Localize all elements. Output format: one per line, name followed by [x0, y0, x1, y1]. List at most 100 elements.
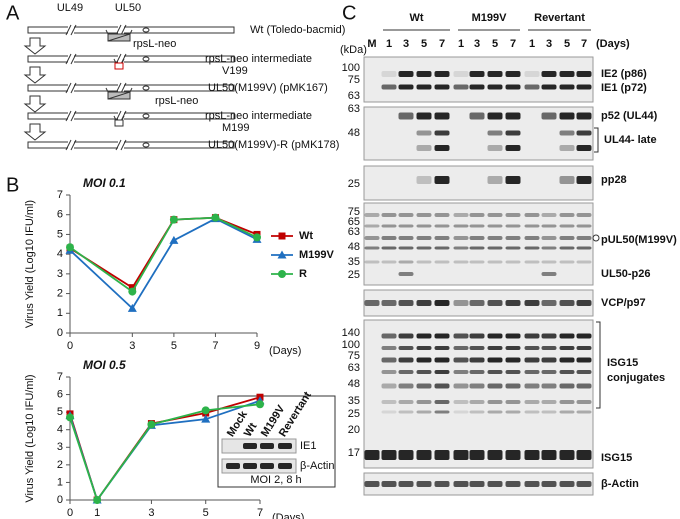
marker — [147, 420, 156, 429]
x-axis-label: (Days) — [272, 512, 304, 519]
x-tick-label: 9 — [254, 340, 260, 352]
band — [524, 71, 540, 77]
lane-label: M — [367, 38, 376, 50]
marker — [127, 303, 137, 312]
band-label: VCP/p97 — [601, 297, 646, 309]
band — [487, 370, 503, 374]
x-tick-label: 7 — [212, 340, 218, 352]
band — [434, 400, 450, 404]
marker-size: 100 — [342, 339, 360, 351]
construct-label: UL50(M199V) (pMK167) — [208, 82, 328, 94]
band — [505, 71, 521, 77]
band — [487, 357, 503, 363]
band — [505, 236, 521, 240]
marker — [169, 215, 178, 224]
marker-size: 48 — [348, 378, 360, 390]
marker-size: 65 — [348, 216, 360, 228]
break-mark — [120, 139, 127, 151]
band — [416, 213, 432, 217]
band — [576, 145, 592, 151]
marker — [211, 213, 220, 222]
blot-strip — [221, 458, 297, 474]
band — [559, 246, 575, 250]
x-tick-label: 5 — [171, 340, 177, 352]
site — [142, 56, 150, 62]
band — [576, 176, 592, 184]
band — [559, 346, 575, 350]
band — [364, 300, 380, 306]
band — [524, 370, 540, 374]
band — [434, 410, 450, 414]
break-gap — [118, 140, 124, 150]
blot — [363, 165, 594, 201]
marker — [93, 496, 102, 504]
construct-label: UL50(M199V)-R (pMK178) — [208, 139, 339, 151]
band — [576, 346, 592, 350]
band-label: ISG15 — [601, 452, 632, 464]
break-mark — [70, 82, 77, 94]
band — [576, 410, 592, 414]
panel-label: A — [6, 2, 20, 24]
band — [487, 481, 503, 487]
band — [541, 300, 557, 306]
x-tick-label: 7 — [257, 507, 263, 519]
lane-label: 7 — [439, 38, 445, 50]
mutation-site — [114, 62, 124, 70]
band — [524, 383, 540, 389]
band — [364, 236, 380, 240]
blot — [363, 202, 594, 286]
band — [416, 300, 432, 306]
band-label: β-Actin — [601, 478, 639, 490]
arrow — [23, 37, 47, 55]
marker-size: 48 — [348, 127, 360, 139]
blot-strip — [221, 438, 297, 454]
band-label: UL44- late — [604, 134, 657, 146]
band — [559, 450, 575, 460]
band — [398, 400, 414, 404]
lane-label: 5 — [492, 38, 498, 50]
marker-size: 75 — [348, 74, 360, 86]
band — [541, 246, 557, 250]
group-label: Wt — [409, 12, 423, 24]
insert-line — [121, 58, 125, 64]
band — [398, 236, 414, 240]
band — [434, 84, 450, 90]
band — [243, 463, 257, 469]
bacmid — [27, 141, 235, 149]
band — [416, 333, 432, 339]
band — [434, 481, 450, 487]
construct-label: rpsL-neo intermediate — [205, 110, 312, 122]
band-label: pp28 — [601, 174, 627, 186]
break-mark — [70, 53, 77, 65]
lane-label: 1 — [386, 38, 392, 50]
insert-line — [113, 115, 117, 121]
band — [524, 400, 540, 404]
y-tick-label: 0 — [57, 494, 63, 506]
x-tick-label: 5 — [203, 507, 209, 519]
band — [505, 246, 521, 250]
band — [505, 176, 521, 184]
break-mark — [120, 82, 127, 94]
insert-line — [105, 87, 109, 93]
band — [469, 481, 485, 487]
break-gap — [118, 25, 124, 35]
band-label: conjugates — [607, 372, 665, 384]
band — [524, 410, 540, 414]
band-label: IE2 (p86) — [601, 68, 647, 80]
band — [416, 450, 432, 460]
band — [505, 450, 521, 460]
band — [416, 400, 432, 404]
band — [434, 260, 450, 264]
band — [434, 176, 450, 184]
marker-size: 63 — [348, 90, 360, 102]
band — [524, 246, 540, 250]
band — [364, 224, 380, 228]
band — [381, 84, 397, 90]
marker — [201, 406, 210, 415]
band — [487, 176, 503, 184]
marker — [253, 233, 261, 242]
site — [142, 85, 150, 91]
marker-size: 20 — [348, 424, 360, 436]
band — [260, 463, 274, 469]
band — [416, 145, 432, 151]
